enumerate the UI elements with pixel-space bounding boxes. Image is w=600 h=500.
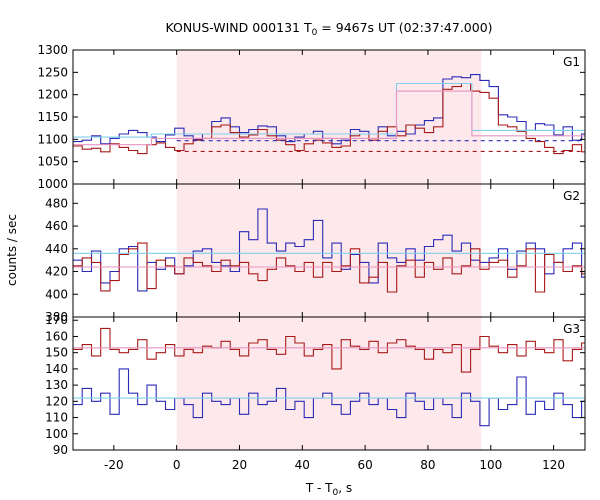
y-tick-label: 1150 <box>37 110 68 124</box>
x-tick-label: 0 <box>173 458 181 472</box>
panel-label: G3 <box>563 322 580 336</box>
x-tick-label: 120 <box>542 458 565 472</box>
y-tick-label: 110 <box>45 411 68 425</box>
y-tick-label: 170 <box>45 313 68 327</box>
y-tick-label: 1050 <box>37 155 68 169</box>
series-red-histogram <box>73 327 585 373</box>
fit-level-pink <box>73 90 585 146</box>
y-tick-label: 380 <box>45 310 68 324</box>
x-tick-label: 60 <box>357 458 372 472</box>
y-axis-label: counts / sec <box>5 214 19 286</box>
y-tick-label: 150 <box>45 346 68 360</box>
y-tick-label: 480 <box>45 196 68 210</box>
series-red-histogram <box>73 242 585 293</box>
y-tick-label: 460 <box>45 219 68 233</box>
y-tick-label: 1300 <box>37 43 68 57</box>
panel-frame <box>72 316 586 451</box>
y-tick-label: 1250 <box>37 65 68 79</box>
y-tick-label: 90 <box>53 443 68 457</box>
x-tick-label: -20 <box>104 458 124 472</box>
x-axis-label: T - T0, s <box>305 481 352 498</box>
panel-label: G1 <box>563 55 580 69</box>
x-tick-label: 20 <box>232 458 247 472</box>
panel-g3: 90 100 110 120 130 140 150 160 170 G3 <box>45 313 586 457</box>
panel-plot-area <box>73 74 585 155</box>
highlight-interval <box>176 50 482 450</box>
x-tick-label: 100 <box>479 458 502 472</box>
panel-label: G2 <box>563 189 580 203</box>
y-tick-label: 400 <box>45 287 68 301</box>
series-red-histogram <box>73 82 585 155</box>
plot-panels: 1000105011001150120012501300G13804004204… <box>37 43 586 472</box>
x-tick-label: 80 <box>420 458 435 472</box>
x-tick-label: 40 <box>295 458 310 472</box>
panel-plot-area <box>73 208 585 293</box>
y-tick-label: 140 <box>45 362 68 376</box>
y-tick-label: 420 <box>45 265 68 279</box>
y-tick-label: 1200 <box>37 88 68 102</box>
y-tick-label: 130 <box>45 378 68 392</box>
y-tick-label: 1100 <box>37 132 68 146</box>
y-tick-label: 440 <box>45 242 68 256</box>
y-tick-label: 1000 <box>37 177 68 191</box>
y-tick-label: 100 <box>45 427 68 441</box>
y-tick-label: 160 <box>45 329 68 343</box>
chart-title: KONUS-WIND 000131 T0 = 9467s UT (02:37:4… <box>165 20 492 38</box>
panel-plot-area <box>73 327 585 427</box>
series-blue-histogram <box>73 368 585 427</box>
y-tick-label: 120 <box>45 394 68 408</box>
